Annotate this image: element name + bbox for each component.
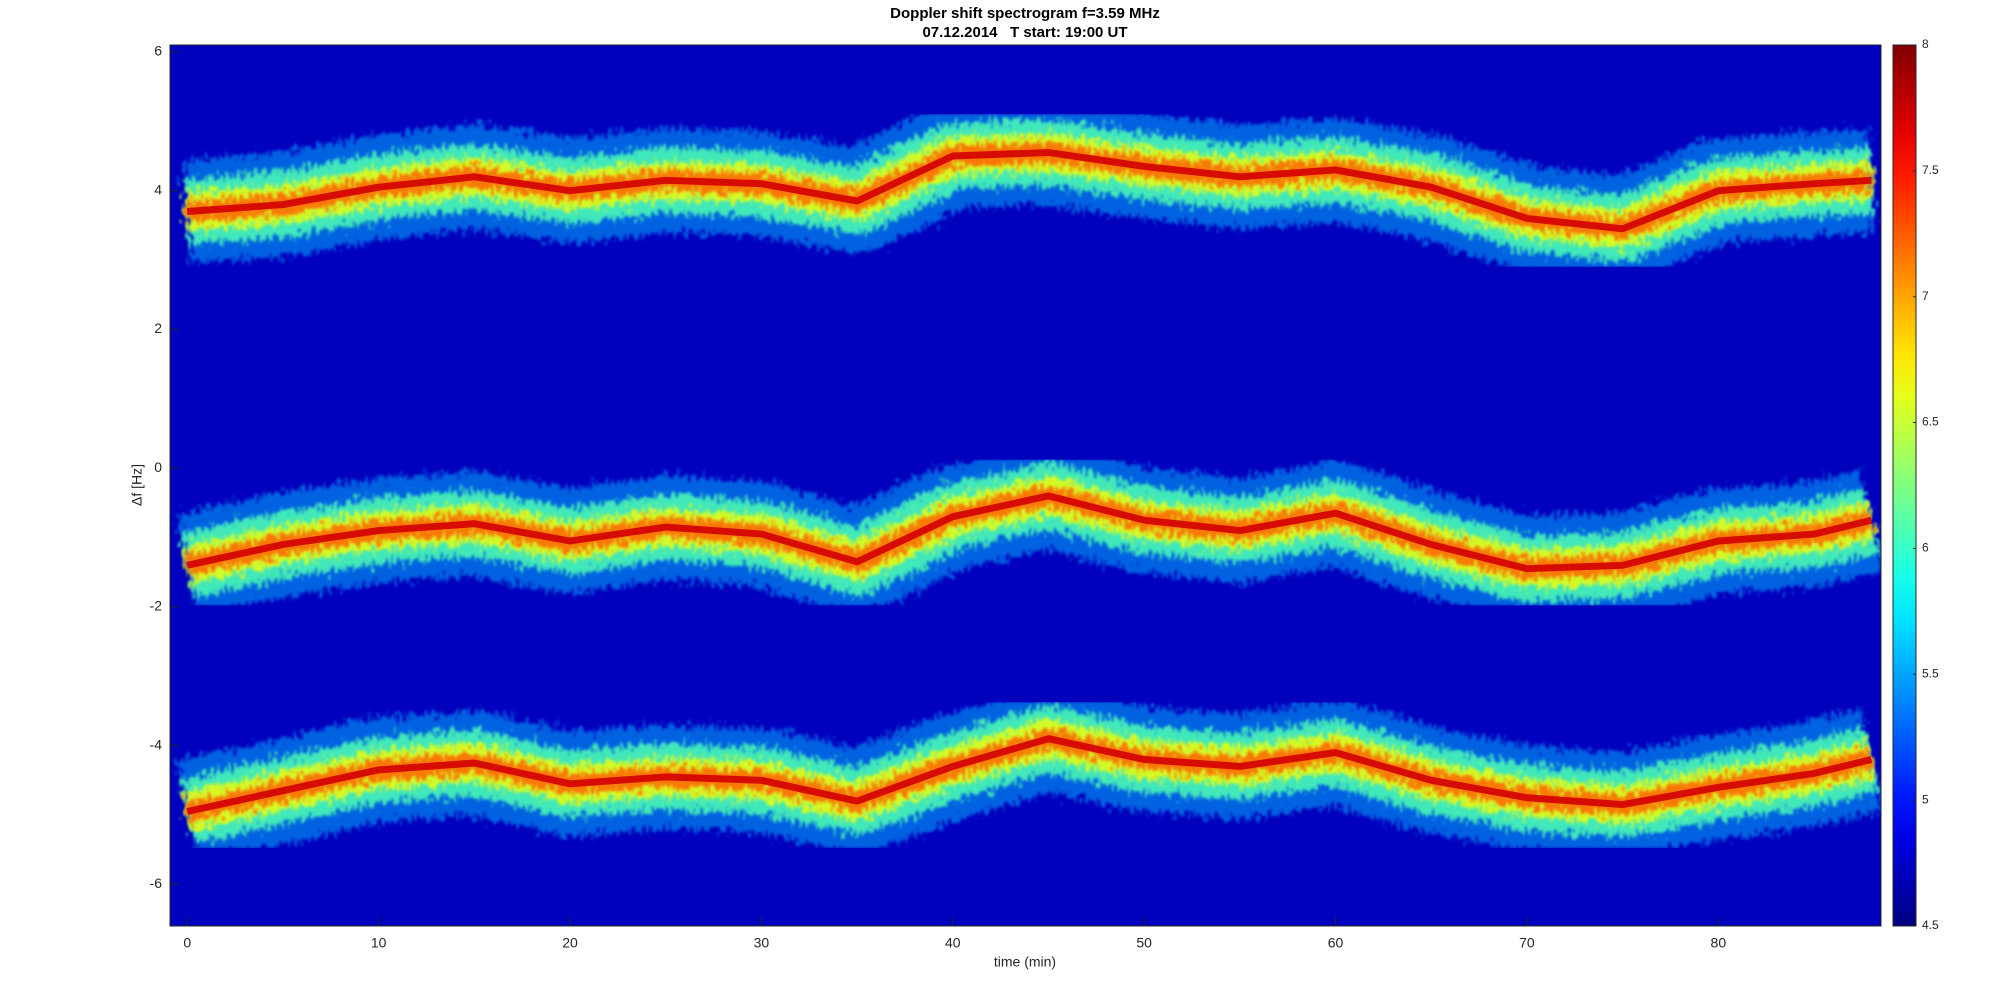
x-axis-label: time (min) xyxy=(994,954,1056,970)
y-tick-label: 4 xyxy=(154,181,162,197)
colorbar-tick-label: 8 xyxy=(1922,37,1929,51)
trace xyxy=(186,735,1873,815)
colorbar xyxy=(1892,44,1917,927)
x-tick-label: 60 xyxy=(1328,935,1344,951)
y-tick-label: 2 xyxy=(154,320,162,336)
x-tick-label: 0 xyxy=(183,935,191,951)
y-tick-label: 6 xyxy=(154,43,162,59)
trace xyxy=(186,492,1873,573)
x-tick-label: 30 xyxy=(754,935,770,951)
x-tick-label: 70 xyxy=(1519,935,1535,951)
y-axis-label: Δf [Hz] xyxy=(129,464,145,506)
y-tick-label: -2 xyxy=(150,598,163,614)
y-tick-label: -6 xyxy=(150,875,163,891)
trace xyxy=(186,149,1872,233)
plot-frame xyxy=(169,44,1882,927)
colorbar-tick-label: 6.5 xyxy=(1922,415,1939,429)
traces xyxy=(176,100,1881,863)
colorbar-tick-label: 5.5 xyxy=(1922,666,1939,680)
x-tick-label: 80 xyxy=(1711,935,1727,951)
chart-subtitle: 07.12.2014 T start: 19:00 UT xyxy=(922,24,1127,41)
colorbar-tick-label: 7.5 xyxy=(1922,163,1939,177)
x-tick-label: 10 xyxy=(371,935,387,951)
colorbar-tick-label: 4.5 xyxy=(1922,918,1939,932)
y-tick-label: -4 xyxy=(150,736,163,752)
x-tick-label: 50 xyxy=(1136,935,1152,951)
colorbar-tick-label: 6 xyxy=(1922,541,1929,555)
x-tick-label: 40 xyxy=(945,935,961,951)
x-tick-label: 20 xyxy=(562,935,578,951)
colorbar-tick-label: 5 xyxy=(1922,792,1929,806)
colorbar-tick-label: 7 xyxy=(1922,289,1929,303)
chart-title: Doppler shift spectrogram f=3.59 MHz xyxy=(890,5,1160,22)
y-tick-label: 0 xyxy=(154,459,162,475)
